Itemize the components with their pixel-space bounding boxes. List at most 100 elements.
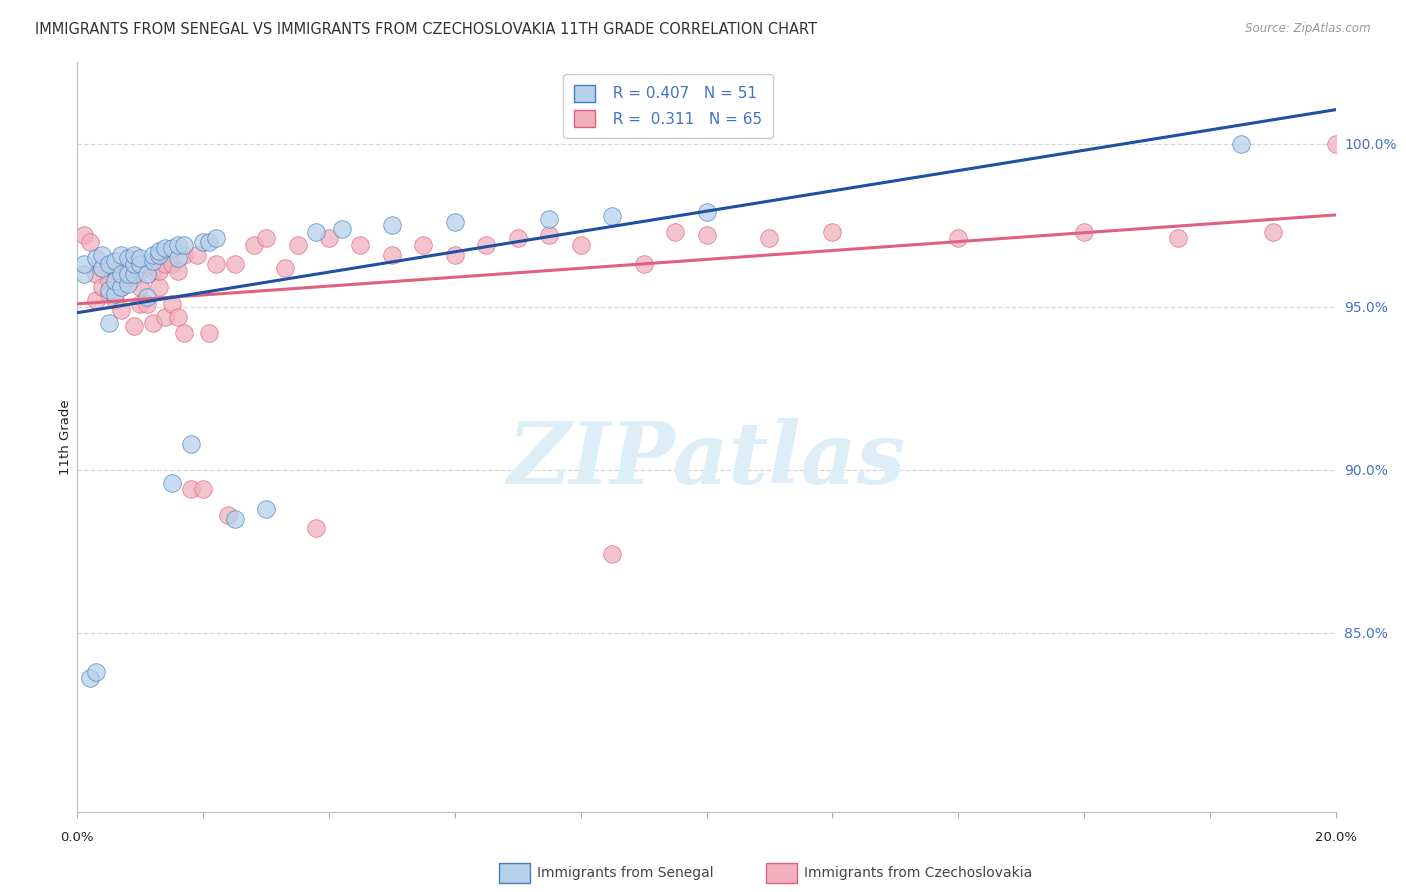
Point	[129, 280, 152, 294]
Point	[135, 267, 157, 281]
Point	[696, 228, 718, 243]
Point	[135, 290, 157, 304]
Point	[412, 238, 434, 252]
Point	[475, 238, 498, 252]
Point	[135, 296, 157, 310]
Point	[1230, 136, 1253, 151]
Point	[104, 293, 127, 308]
Point	[97, 274, 120, 288]
Point	[569, 238, 592, 252]
Point	[122, 247, 145, 261]
Text: Immigrants from Czechoslovakia: Immigrants from Czechoslovakia	[804, 866, 1032, 880]
Point	[600, 547, 623, 561]
Point	[506, 231, 529, 245]
Text: ZIPatlas: ZIPatlas	[508, 417, 905, 501]
Point	[129, 257, 152, 271]
Point	[633, 257, 655, 271]
Text: 20.0%: 20.0%	[1315, 831, 1357, 844]
Point	[155, 310, 177, 324]
Point	[129, 296, 152, 310]
Point	[217, 508, 239, 523]
Point	[305, 521, 328, 535]
Point	[122, 270, 145, 285]
Point	[167, 238, 190, 252]
Point	[167, 251, 190, 265]
Point	[117, 277, 139, 291]
Point	[72, 267, 94, 281]
Point	[104, 264, 127, 278]
Point	[129, 264, 152, 278]
Point	[160, 257, 183, 271]
Point	[349, 238, 371, 252]
Point	[758, 231, 780, 245]
Point	[79, 671, 101, 685]
Point	[110, 280, 132, 294]
Point	[84, 665, 107, 679]
Point	[224, 257, 246, 271]
Point	[821, 225, 844, 239]
Point	[381, 219, 404, 233]
Point	[122, 267, 145, 281]
Point	[160, 296, 183, 310]
Point	[274, 260, 297, 275]
Point	[91, 260, 114, 275]
Point	[204, 257, 226, 271]
Point	[173, 238, 195, 252]
Point	[117, 251, 139, 265]
Point	[204, 231, 226, 245]
Point	[191, 235, 215, 249]
Point	[84, 267, 107, 281]
Text: Immigrants from Senegal: Immigrants from Senegal	[537, 866, 714, 880]
Point	[381, 247, 404, 261]
Point	[148, 280, 170, 294]
Point	[110, 303, 132, 318]
Point	[110, 280, 132, 294]
Point	[91, 260, 114, 275]
Point	[167, 310, 190, 324]
Point	[254, 501, 277, 516]
Point	[186, 247, 208, 261]
Point	[1324, 136, 1347, 151]
Point	[142, 316, 165, 330]
Point	[91, 247, 114, 261]
Point	[180, 436, 202, 450]
Point	[110, 267, 132, 281]
Point	[97, 284, 120, 298]
Point	[160, 241, 183, 255]
Point	[155, 257, 177, 271]
Point	[254, 231, 277, 245]
Point	[97, 257, 120, 271]
Point	[696, 205, 718, 219]
Point	[117, 264, 139, 278]
Legend:   R = 0.407   N = 51,   R =  0.311   N = 65: R = 0.407 N = 51, R = 0.311 N = 65	[564, 74, 773, 138]
Point	[167, 264, 190, 278]
Point	[160, 475, 183, 490]
Point	[117, 267, 139, 281]
Point	[318, 231, 340, 245]
Point	[104, 274, 127, 288]
Point	[129, 251, 152, 265]
Point	[444, 215, 467, 229]
Point	[180, 482, 202, 496]
Point	[242, 238, 264, 252]
Point	[142, 247, 165, 261]
Point	[330, 221, 353, 235]
Text: 0.0%: 0.0%	[60, 831, 94, 844]
Point	[142, 254, 165, 268]
Y-axis label: 11th Grade: 11th Grade	[59, 400, 72, 475]
Point	[173, 326, 195, 340]
Point	[173, 247, 195, 261]
Point	[600, 209, 623, 223]
Point	[84, 251, 107, 265]
Point	[287, 238, 309, 252]
Point	[538, 211, 561, 226]
Point	[198, 326, 221, 340]
Point	[91, 280, 114, 294]
Point	[104, 254, 127, 268]
Point	[198, 235, 221, 249]
Point	[97, 316, 120, 330]
Point	[97, 286, 120, 301]
Point	[122, 319, 145, 334]
Point	[117, 270, 139, 285]
Text: IMMIGRANTS FROM SENEGAL VS IMMIGRANTS FROM CZECHOSLOVAKIA 11TH GRADE CORRELATION: IMMIGRANTS FROM SENEGAL VS IMMIGRANTS FR…	[35, 22, 817, 37]
